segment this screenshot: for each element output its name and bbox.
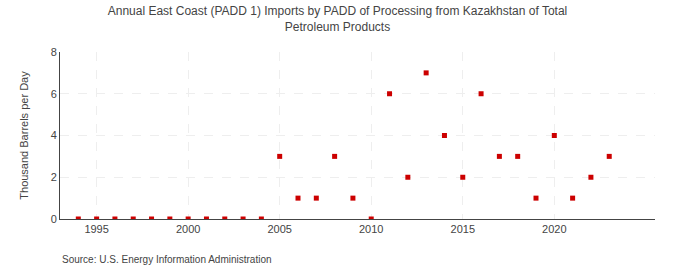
svg-text:2005: 2005 — [267, 223, 291, 235]
svg-text:Annual East Coast (PADD 1) Imp: Annual East Coast (PADD 1) Imports by PA… — [108, 4, 568, 34]
svg-text:8: 8 — [51, 46, 57, 58]
svg-text:0: 0 — [51, 213, 57, 225]
svg-text:4: 4 — [51, 129, 57, 141]
svg-text:2015: 2015 — [451, 223, 475, 235]
svg-text:2000: 2000 — [176, 223, 200, 235]
svg-text:2020: 2020 — [542, 223, 566, 235]
svg-text:2: 2 — [51, 171, 57, 183]
svg-text:1995: 1995 — [84, 223, 108, 235]
svg-text:Thousand Barrels per Day: Thousand Barrels per Day — [18, 71, 30, 200]
svg-text:2010: 2010 — [359, 223, 383, 235]
svg-text:6: 6 — [51, 88, 57, 100]
svg-text:Source: U.S. Energy Informatio: Source: U.S. Energy Information Administ… — [62, 254, 272, 265]
